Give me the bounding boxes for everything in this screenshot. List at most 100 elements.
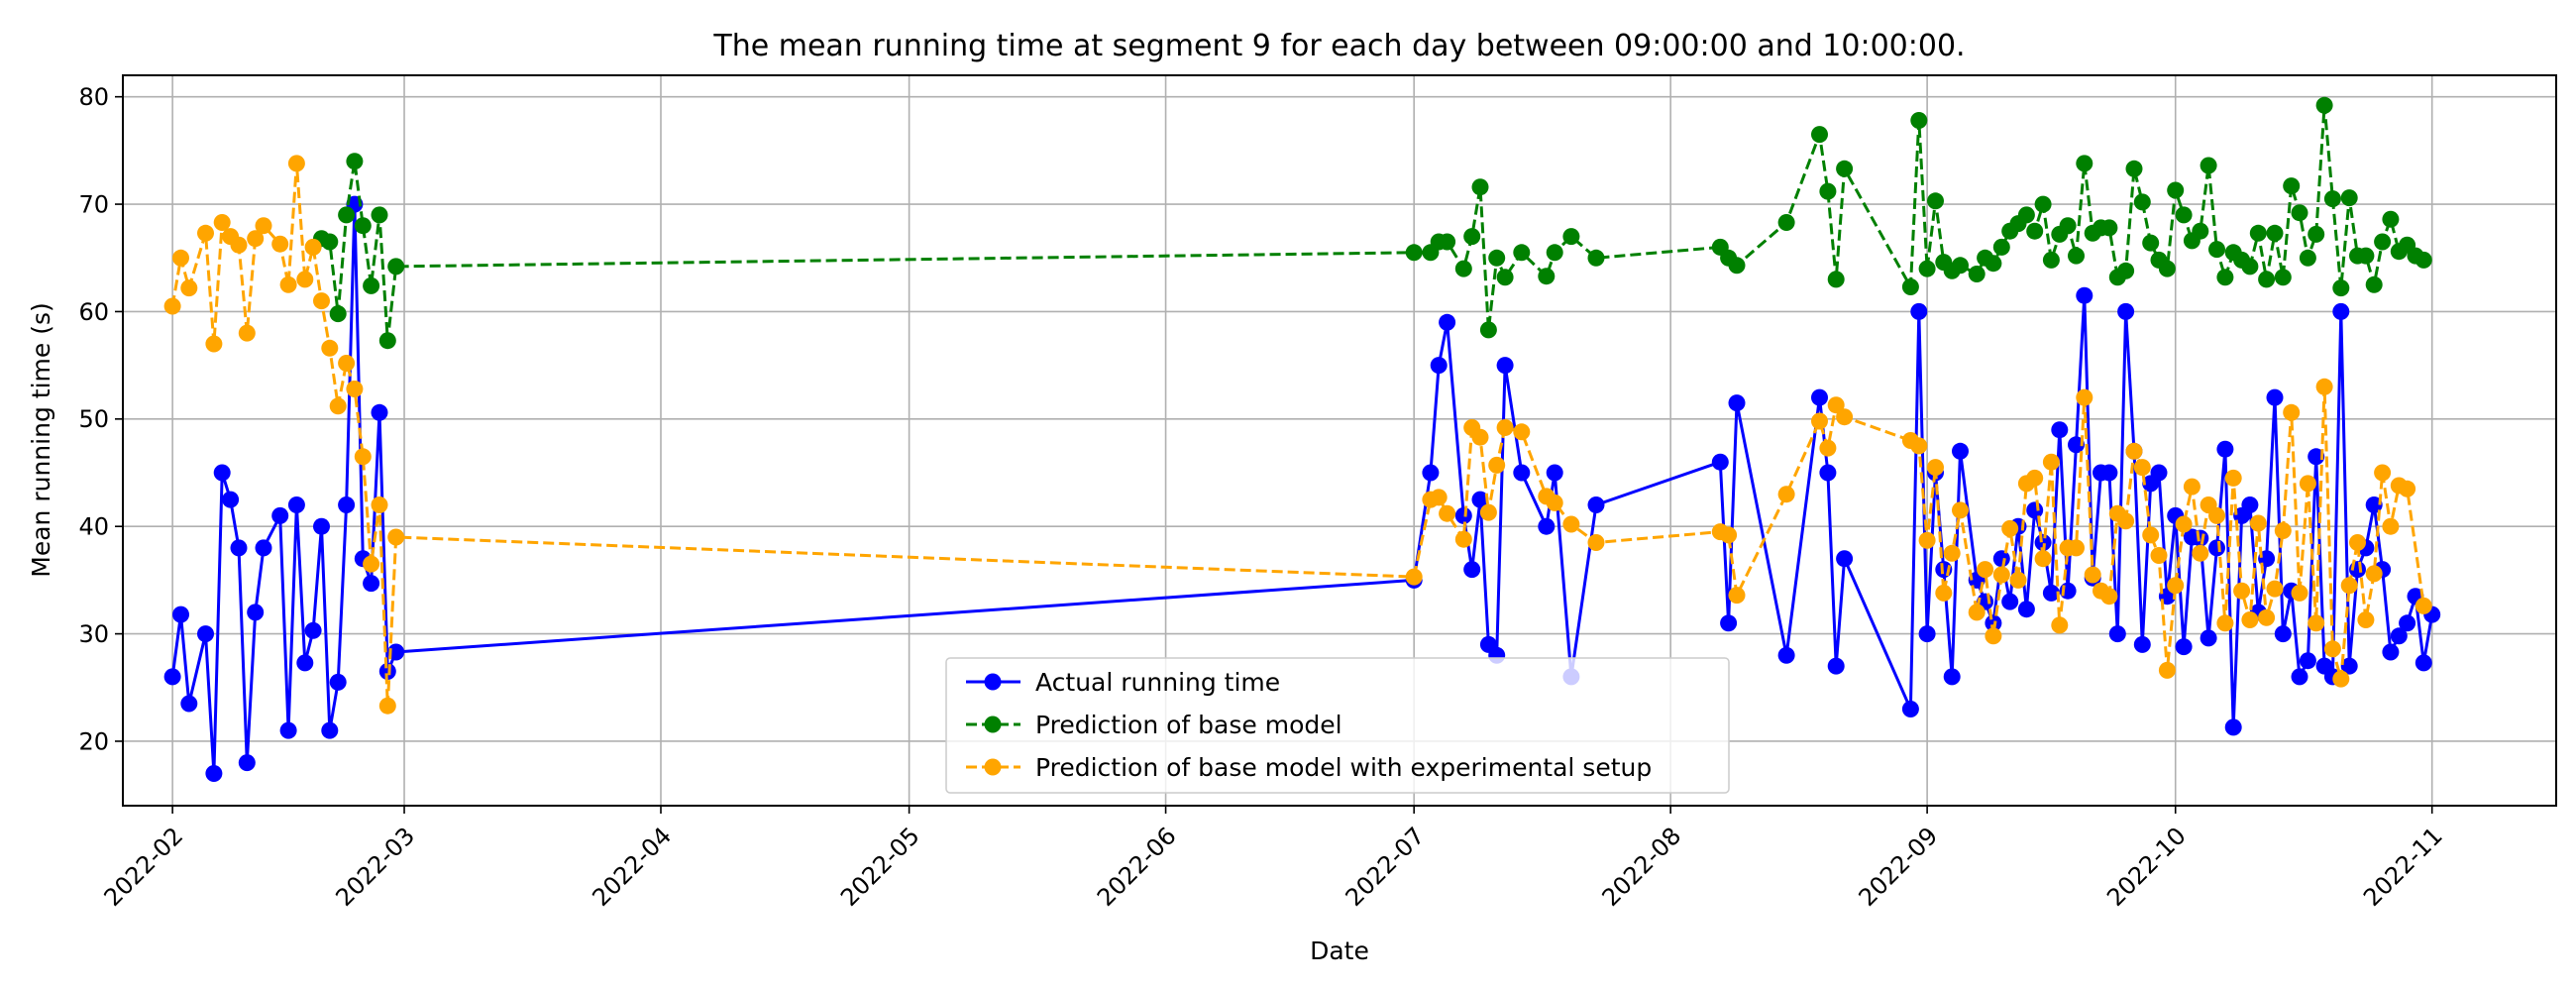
data-point: [1985, 627, 2002, 645]
data-point: [1439, 313, 1456, 331]
data-point: [1819, 439, 1837, 457]
data-point: [1463, 561, 1481, 579]
data-point: [1985, 255, 2002, 273]
data-point: [2374, 464, 2392, 482]
data-point: [2382, 643, 2400, 661]
data-point: [1546, 464, 1563, 482]
data-point: [2100, 464, 2118, 482]
data-point: [1538, 517, 1556, 535]
data-point: [2340, 577, 2358, 595]
data-point: [2125, 160, 2143, 177]
data-point: [1587, 496, 1605, 513]
data-point: [2399, 480, 2416, 497]
data-point: [1977, 561, 1994, 579]
data-point: [2142, 526, 2160, 544]
data-point: [2249, 514, 2267, 532]
data-point: [2340, 189, 2358, 207]
data-point: [2357, 611, 2375, 628]
data-point: [1910, 437, 1928, 455]
data-point: [2042, 251, 2060, 269]
data-point: [1471, 428, 1489, 446]
data-point: [2415, 654, 2432, 672]
series-layer: [163, 96, 2441, 782]
data-point: [2117, 512, 2135, 530]
data-point: [371, 206, 388, 224]
data-point: [2192, 529, 2209, 547]
data-point: [387, 528, 405, 546]
data-point: [255, 217, 272, 235]
data-point: [2051, 616, 2069, 634]
y-axis-label: Mean running time (s): [27, 302, 55, 577]
data-point: [172, 606, 189, 623]
data-point: [1496, 357, 1514, 375]
data-point: [1836, 408, 1854, 426]
data-point: [2274, 522, 2292, 539]
data-point: [1836, 160, 1854, 177]
data-point: [378, 663, 396, 680]
data-point: [2125, 442, 2143, 460]
data-point: [238, 324, 256, 342]
data-point: [1910, 302, 1928, 320]
data-point: [2042, 584, 2060, 602]
data-point: [1992, 566, 2010, 584]
data-point: [2249, 224, 2267, 242]
data-point: [2068, 539, 2085, 557]
data-point: [1538, 268, 1556, 285]
data-point: [172, 249, 189, 267]
series-3: [163, 155, 2432, 715]
x-axis-label: Date: [1310, 936, 1369, 965]
data-point: [2241, 496, 2259, 513]
data-point: [2332, 302, 2350, 320]
data-point: [338, 496, 356, 513]
data-point: [2009, 571, 2027, 589]
data-point: [304, 238, 322, 256]
data-point: [1430, 489, 1448, 506]
data-point: [1513, 464, 1531, 482]
data-point: [354, 217, 372, 235]
data-point: [1720, 614, 1738, 632]
data-point: [287, 496, 305, 513]
data-point: [2315, 378, 2333, 395]
data-point: [2117, 302, 2135, 320]
y-tick-label: 60: [78, 298, 109, 326]
x-tick-label: 2022-09: [1854, 822, 1944, 912]
data-point: [1901, 278, 1919, 295]
x-tick-label: 2022-06: [1092, 822, 1182, 912]
data-point: [1827, 657, 1845, 675]
data-point: [2283, 177, 2301, 195]
data-point: [2167, 181, 2185, 199]
data-point: [2241, 611, 2259, 628]
legend-box: [945, 657, 1730, 794]
data-point: [1992, 550, 2010, 568]
data-point: [1992, 238, 2010, 256]
data-point: [346, 381, 364, 397]
data-point: [2390, 627, 2408, 645]
data-point: [2274, 269, 2292, 286]
data-point: [387, 643, 405, 661]
data-point: [1943, 544, 1961, 562]
plot-frame: [122, 74, 2557, 807]
data-point: [2258, 271, 2276, 288]
data-point: [1587, 249, 1605, 267]
legend-label: Prediction of base model: [1035, 711, 1342, 739]
legend-marker: [984, 758, 1002, 776]
data-point: [2299, 475, 2316, 493]
data-point: [313, 292, 330, 310]
data-point: [2216, 440, 2234, 458]
data-point: [2291, 584, 2308, 602]
data-point: [2374, 233, 2392, 251]
data-point: [230, 236, 248, 254]
x-tick-label: 2022-11: [2358, 822, 2448, 912]
series-2: [313, 96, 2432, 350]
data-point: [247, 230, 265, 248]
data-point: [329, 305, 347, 323]
data-point: [1546, 494, 1563, 511]
data-point: [2076, 286, 2093, 304]
data-point: [222, 491, 240, 508]
data-point: [2323, 190, 2341, 208]
data-point: [313, 517, 330, 535]
data-point: [321, 721, 339, 739]
data-point: [271, 506, 289, 524]
data-point: [1728, 257, 1746, 275]
data-point: [1430, 357, 1448, 375]
